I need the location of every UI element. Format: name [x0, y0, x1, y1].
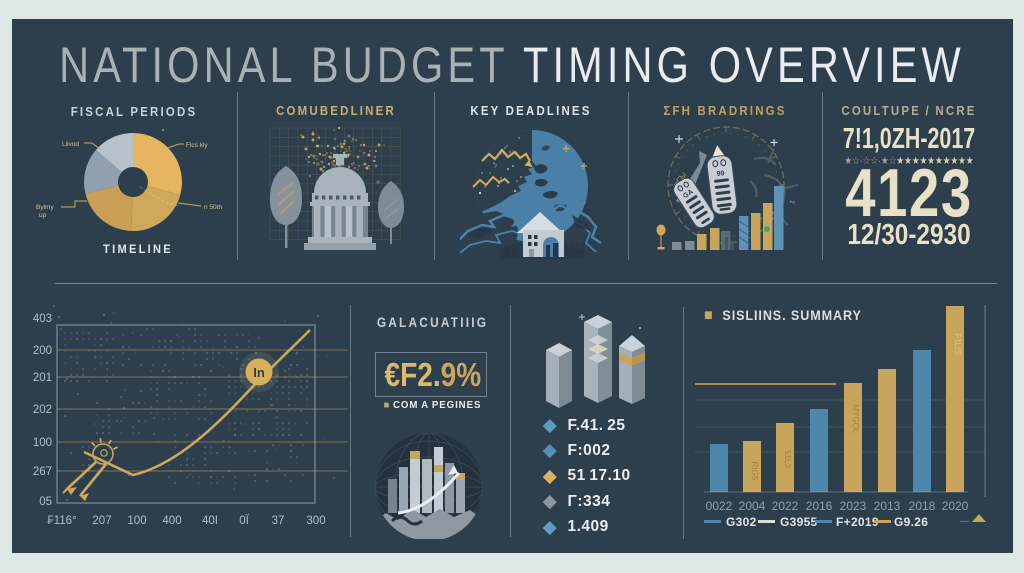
svg-text:403: 403 — [33, 313, 52, 325]
svg-text:40І: 40І — [202, 515, 218, 527]
svg-text:F+2019: F+2019 — [836, 515, 879, 529]
svg-text:G302: G302 — [726, 515, 757, 529]
svg-text:202: 202 — [33, 404, 52, 416]
svg-text:ₕₓ: ₕₓ — [790, 198, 796, 205]
svg-text:2004: 2004 — [739, 499, 766, 513]
svg-text:51L3: 51L3 — [783, 450, 792, 468]
svg-text:207: 207 — [92, 515, 111, 527]
svg-text:37: 37 — [272, 515, 285, 527]
svg-text:99: 99 — [716, 170, 725, 178]
svg-text:2016: 2016 — [806, 499, 833, 513]
svg-text:up: up — [39, 212, 47, 219]
svg-text:267: 267 — [33, 466, 52, 478]
svg-text:2013: 2013 — [874, 499, 901, 513]
svg-text:05: 05 — [39, 496, 52, 508]
svg-text:GA: GA — [682, 189, 695, 201]
svg-text:300: 300 — [306, 515, 325, 527]
svg-text:2022: 2022 — [772, 499, 799, 513]
svg-text:RIG5: RIG5 — [750, 462, 759, 481]
svg-text:n 50th: n 50th — [204, 204, 222, 211]
svg-text:100: 100 — [33, 437, 52, 449]
svg-text:100: 100 — [127, 515, 146, 527]
svg-text:G9.26: G9.26 — [894, 515, 928, 529]
svg-text:Liivod: Liivod — [62, 141, 79, 148]
svg-text:In: In — [253, 365, 265, 380]
svg-text:Bylmy: Bylmy — [36, 204, 54, 211]
svg-text:2023: 2023 — [840, 499, 867, 513]
svg-text:G3955: G3955 — [780, 515, 818, 529]
svg-text:₣116°: ₣116° — [47, 515, 76, 527]
svg-text:200: 200 — [33, 345, 52, 357]
svg-text:F1LIS: F1LIS — [953, 333, 962, 354]
svg-text:MYGOL: MYGOL — [851, 405, 860, 434]
svg-text:400: 400 — [162, 515, 181, 527]
svg-text:Flcs kly: Flcs kly — [186, 142, 208, 149]
svg-text:201: 201 — [33, 372, 52, 384]
svg-text:0Ї: 0Ї — [239, 515, 249, 527]
svg-text:2018: 2018 — [909, 499, 936, 513]
svg-text:2020: 2020 — [942, 499, 969, 513]
svg-text:0022: 0022 — [706, 499, 733, 513]
